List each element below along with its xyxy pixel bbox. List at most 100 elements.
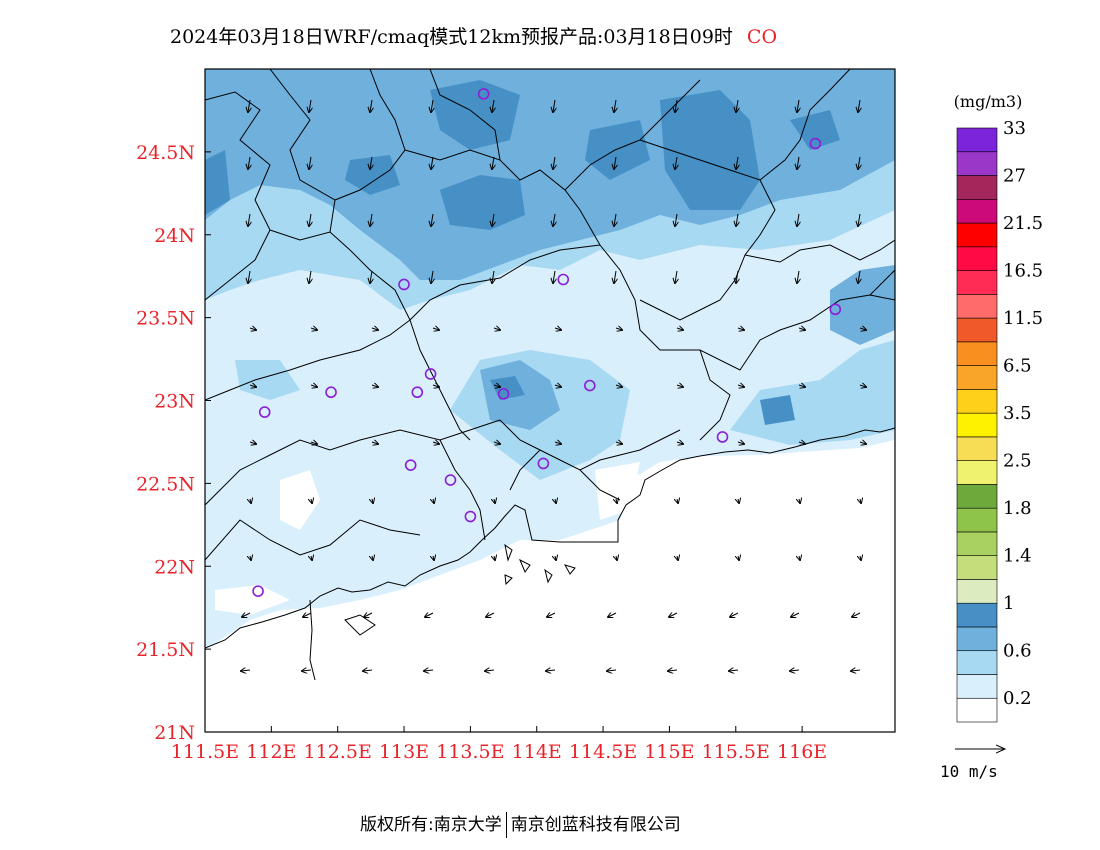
x-tick-label: 113E bbox=[379, 741, 429, 763]
y-tick-label: 21N bbox=[154, 722, 195, 744]
wind-arrow bbox=[554, 385, 561, 387]
legend-swatch bbox=[956, 555, 998, 580]
coastline bbox=[205, 427, 895, 649]
wind-arrow bbox=[363, 670, 373, 671]
wind-arrow bbox=[431, 99, 433, 112]
x-tick-label: 114E bbox=[512, 741, 562, 763]
wind-arrow bbox=[738, 556, 739, 560]
legend-swatch bbox=[956, 294, 998, 319]
wind-arrow bbox=[311, 499, 312, 503]
wind-arrow bbox=[485, 670, 495, 671]
y-axis: 21N 21.5N 22N 22.5N 23N 23.5N 24N 24.5N bbox=[136, 142, 211, 744]
monitoring-station-marker bbox=[404, 459, 417, 471]
legend-swatch bbox=[956, 341, 998, 366]
legend-swatch bbox=[956, 317, 998, 343]
wind-arrow bbox=[250, 499, 251, 503]
chart-title: 2024年03月18日WRF/cmaq模式12km预报产品:03月18日09时 C… bbox=[170, 22, 777, 49]
monitoring-station-marker bbox=[537, 457, 550, 470]
wind-arrow bbox=[371, 328, 378, 330]
wind-arrow bbox=[798, 385, 805, 387]
legend-label: 21.5 bbox=[1003, 213, 1043, 234]
legend-swatch bbox=[956, 484, 998, 509]
legend-label: 1 bbox=[1003, 593, 1014, 614]
wind-arrow bbox=[309, 213, 311, 226]
legend-swatch bbox=[956, 198, 998, 224]
legend-label: 1.4 bbox=[1003, 546, 1032, 567]
legend-swatch bbox=[956, 127, 998, 153]
wind-arrow bbox=[553, 213, 555, 226]
monitoring-station-marker bbox=[325, 386, 337, 399]
wind-arrow bbox=[371, 442, 378, 444]
wind-arrow bbox=[553, 99, 555, 112]
wind-arrow bbox=[736, 156, 738, 169]
wind-arrow bbox=[492, 213, 494, 226]
wind-arrow bbox=[615, 385, 622, 387]
wind-arrow bbox=[677, 556, 678, 560]
legend-swatch bbox=[956, 602, 998, 628]
wind-arrow bbox=[852, 613, 861, 617]
legend-label: 27 bbox=[1003, 166, 1026, 187]
wind-arrow bbox=[729, 670, 739, 671]
wind-arrow bbox=[799, 499, 800, 503]
x-tick-label: 112.5E bbox=[304, 741, 372, 763]
wind-arrow bbox=[433, 556, 434, 560]
wind-arrow bbox=[736, 213, 738, 226]
wind-arrow bbox=[798, 442, 805, 444]
wind-arrow bbox=[249, 385, 256, 387]
wind-arrow bbox=[241, 670, 251, 671]
legend-label: 3.5 bbox=[1003, 403, 1032, 424]
x-tick-label: 116E bbox=[777, 741, 827, 763]
wind-arrow bbox=[858, 213, 860, 226]
wind-arrow bbox=[860, 499, 861, 503]
wind-arrow bbox=[797, 270, 799, 283]
copyright-left: 版权所有:南京大学 bbox=[360, 815, 502, 835]
x-tick-label: 111.5E bbox=[171, 741, 239, 763]
copyright-footer: 版权所有:南京大学 南京创蓝科技有限公司 bbox=[360, 810, 681, 838]
wind-arrow bbox=[310, 442, 317, 444]
x-tick-label: 115.5E bbox=[702, 741, 770, 763]
wind-arrow bbox=[791, 613, 800, 617]
wind-arrow bbox=[737, 328, 744, 330]
wind-arrow bbox=[546, 670, 556, 671]
wind-arrow bbox=[736, 270, 738, 283]
wind-arrow bbox=[858, 270, 860, 283]
monitoring-station-marker bbox=[258, 406, 271, 418]
station-markers bbox=[252, 88, 842, 597]
wind-arrow bbox=[608, 613, 617, 617]
wind-arrow bbox=[798, 328, 805, 330]
wind-arrow bbox=[615, 442, 622, 444]
color-legend: 0.2 0.6 1 1.4 1.8 2.5 3.5 6.5 11.5 16.5 21.5 27 33 bbox=[956, 118, 1043, 723]
wind-arrow bbox=[799, 556, 800, 560]
legend-swatch bbox=[956, 436, 998, 461]
wind-arrow bbox=[309, 156, 311, 169]
wind-arrow bbox=[370, 213, 372, 226]
wind-arrow bbox=[858, 99, 860, 112]
legend-swatch bbox=[956, 389, 998, 414]
wind-arrow bbox=[738, 499, 739, 503]
legend-swatch bbox=[956, 460, 998, 485]
wind-arrow bbox=[248, 99, 250, 112]
x-tick-label: 114.5E bbox=[569, 741, 637, 763]
legend-swatch bbox=[956, 222, 998, 248]
wind-arrow bbox=[614, 213, 616, 226]
y-tick-label: 21.5N bbox=[136, 639, 195, 661]
wind-arrow bbox=[372, 556, 373, 560]
wind-arrow bbox=[432, 328, 439, 330]
wind-arrow bbox=[432, 442, 439, 444]
wind-arrow bbox=[859, 385, 866, 387]
wind-arrow bbox=[371, 385, 378, 387]
wind-arrow bbox=[554, 442, 561, 444]
monitoring-station-marker bbox=[809, 137, 822, 150]
x-tick-label: 112E bbox=[246, 741, 296, 763]
legend-swatch bbox=[956, 531, 998, 556]
legend-swatch bbox=[956, 246, 998, 271]
wind-arrow bbox=[614, 156, 616, 169]
wind-arrow bbox=[309, 99, 311, 112]
monitoring-station-marker bbox=[464, 510, 477, 523]
legend-unit: (mg/m3) bbox=[954, 92, 1023, 111]
y-tick-label: 23.5N bbox=[136, 308, 195, 330]
wind-arrow bbox=[675, 270, 677, 283]
wind-arrow bbox=[553, 270, 555, 283]
wind-arrow bbox=[493, 385, 500, 387]
